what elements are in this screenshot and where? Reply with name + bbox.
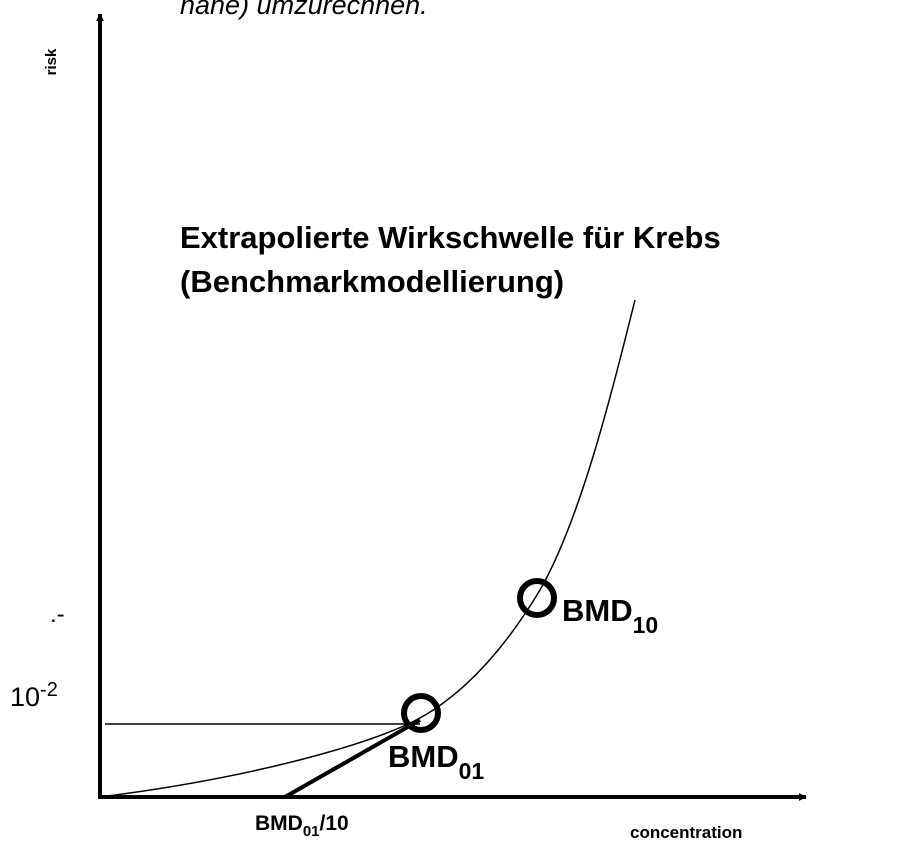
title-line: (Benchmarkmodellierung) xyxy=(180,264,564,299)
point-label: BMD01 xyxy=(388,739,484,784)
subscript: 10 xyxy=(633,612,659,638)
point-circle xyxy=(517,578,557,618)
extrapolation-line xyxy=(284,718,421,799)
header-text: nahe) umzurechnen. xyxy=(180,0,428,20)
x-axis-label: concentration xyxy=(630,823,742,841)
subscript: 01 xyxy=(459,758,485,784)
point-label: BMD01/10 xyxy=(255,812,349,840)
main: BMD xyxy=(255,812,303,835)
suffix: /10 xyxy=(320,812,349,835)
superscript: -2 xyxy=(40,679,58,701)
point-label: BMD10 xyxy=(562,593,658,638)
subscript: 01 xyxy=(303,823,320,840)
main: BMD xyxy=(562,593,633,628)
title-line: Extrapolierte Wirkschwelle für Krebs xyxy=(180,220,721,255)
y-marker: 10-2 xyxy=(10,679,58,712)
y-axis-label: risk xyxy=(43,48,60,75)
point-circle xyxy=(401,693,441,733)
main: BMD xyxy=(388,739,459,774)
base: 10 xyxy=(10,682,40,712)
dose-response-curve xyxy=(99,299,636,798)
y-marker: .- xyxy=(50,601,65,628)
